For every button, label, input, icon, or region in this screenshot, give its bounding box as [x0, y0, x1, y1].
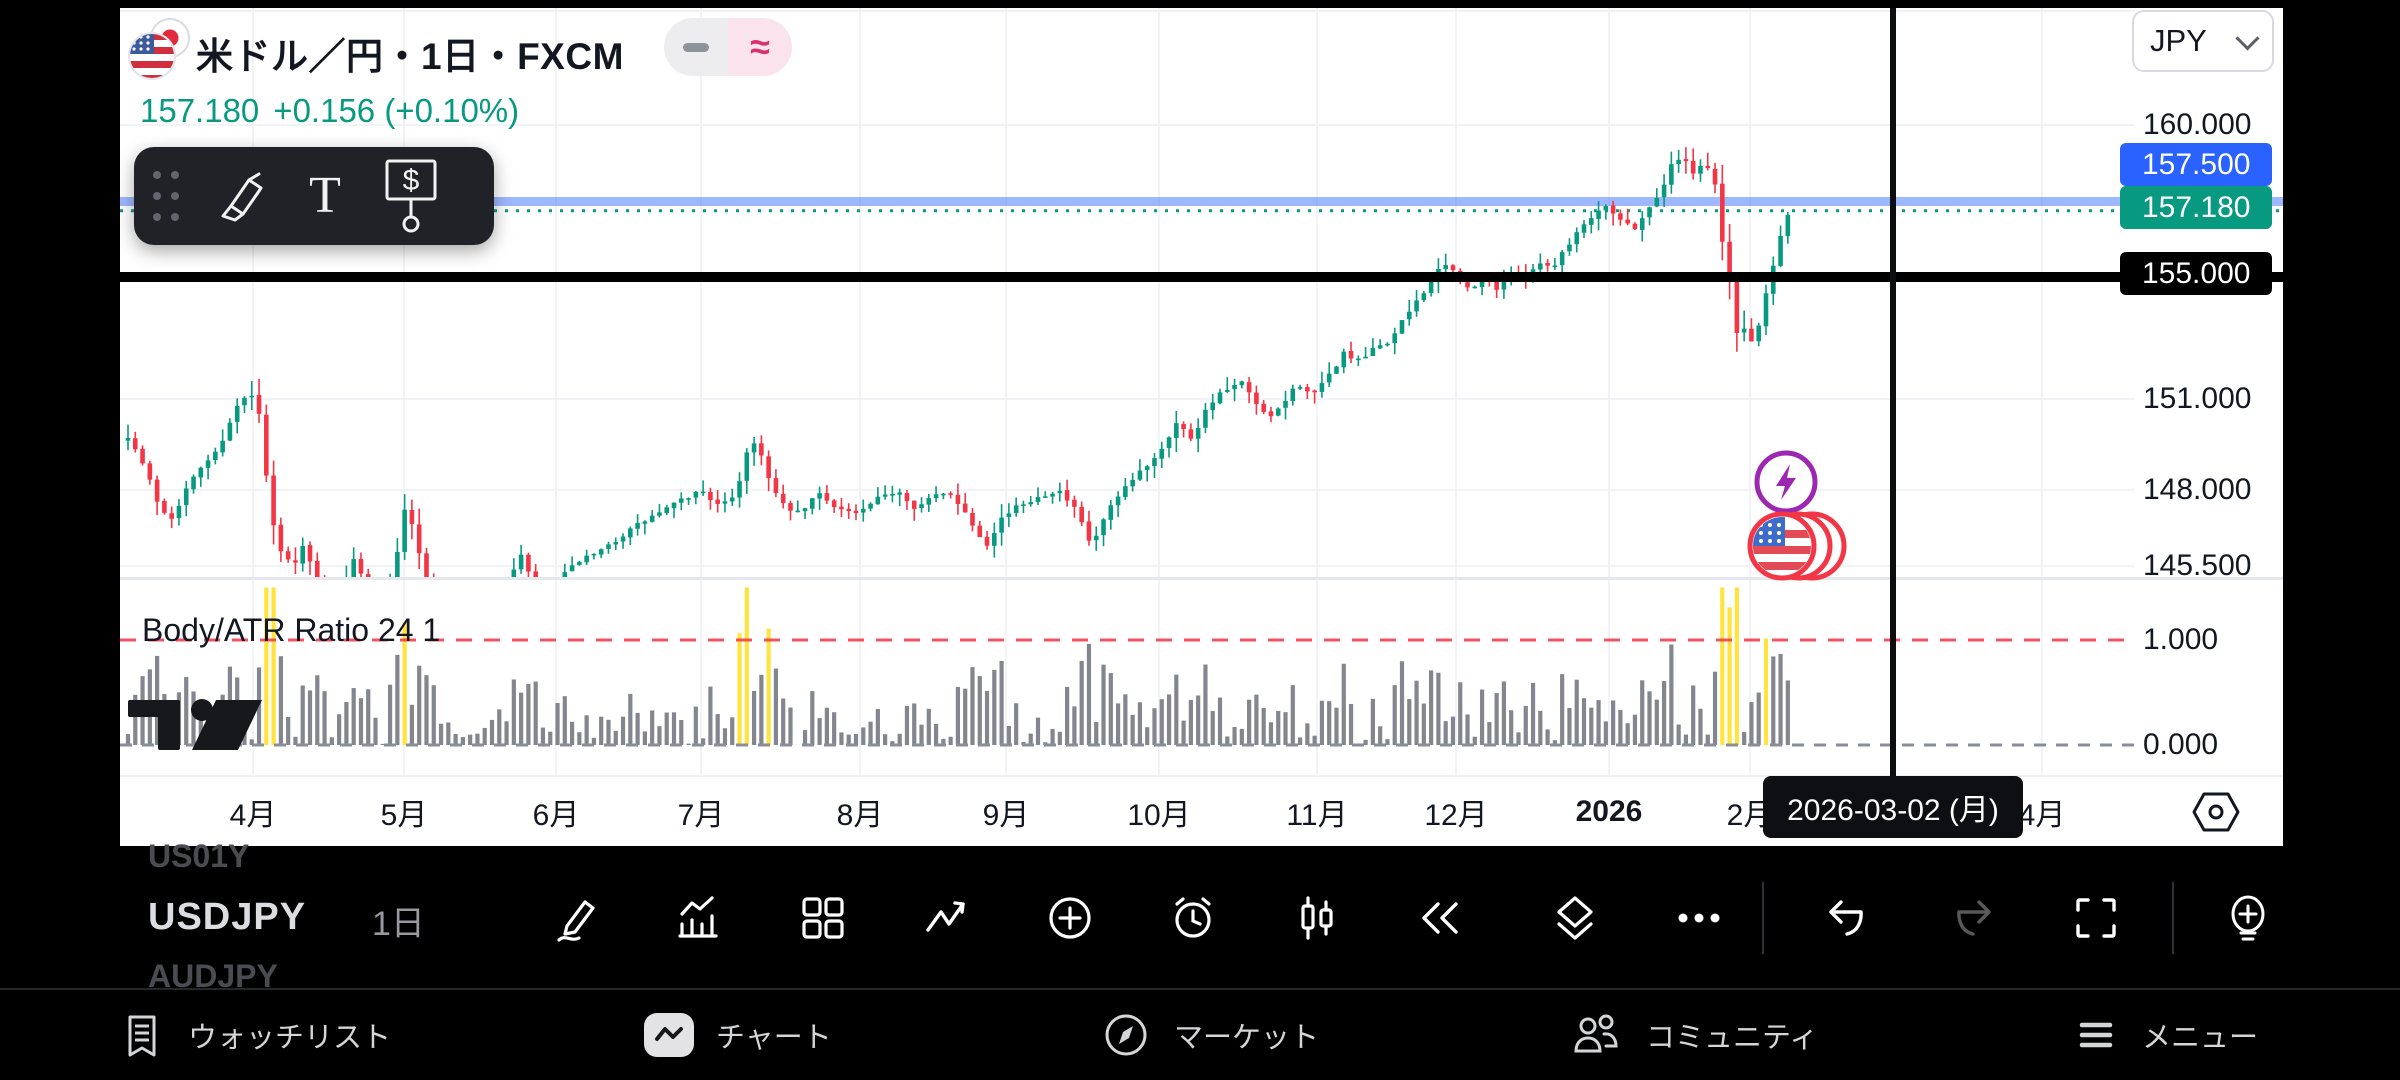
price-axis-label: 145.500 — [2143, 549, 2252, 582]
nav-label: マーケット — [1174, 1022, 1320, 1054]
alert-clock-icon[interactable] — [1165, 890, 1221, 946]
last-price-badge[interactable]: 157.180 — [2120, 186, 2272, 229]
community-icon — [1574, 1014, 1618, 1053]
text-tool-icon[interactable]: T — [309, 167, 341, 224]
toolbar-divider — [2172, 882, 2174, 954]
redo-icon — [1947, 890, 2003, 946]
floating-draw-toolbar[interactable]: T $ — [134, 147, 494, 245]
time-axis-label: 7月 — [677, 799, 725, 832]
time-axis-label: 8月 — [836, 799, 884, 832]
us-economic-events-icon[interactable] — [1744, 506, 1854, 586]
draw-pencil-icon[interactable] — [549, 890, 605, 946]
price-axis-label: 160.000 — [2143, 108, 2252, 141]
candle-style-icon[interactable] — [1289, 890, 1345, 946]
markets-compass-icon — [1105, 1014, 1147, 1056]
time-axis-label: 10月 — [1127, 799, 1191, 832]
nav-divider — [0, 988, 2400, 990]
nav-tab-menu[interactable]: メニュー — [2072, 990, 2258, 1080]
time-axis-label: 11月 — [1286, 799, 1348, 832]
nav-tab-chart[interactable]: チャート — [644, 990, 832, 1080]
flash-event-icon[interactable] — [1750, 446, 1830, 520]
nav-tab-community[interactable]: コミュニティ — [1568, 990, 1818, 1080]
line-style-toggle[interactable]: ≈ — [664, 18, 792, 76]
watchlist-icon — [128, 1015, 156, 1057]
price-axis-label: 151.000 — [2143, 382, 2252, 415]
layers-icon[interactable] — [1547, 890, 1603, 946]
nav-label: メニュー — [2142, 1022, 2259, 1054]
add-circle-icon[interactable] — [1042, 890, 1098, 946]
price-axis-label: 1.000 — [2143, 623, 2219, 656]
nav-label: コミュニティ — [1646, 1022, 1819, 1054]
price-readout: 157.180 +0.156 (+0.10%) — [140, 92, 533, 130]
indicator-title[interactable]: Body/ATR Ratio 24 1 — [142, 612, 441, 648]
price-axis-label: 0.000 — [2143, 728, 2219, 761]
symbol-wheel-selected[interactable]: USDJPY — [148, 896, 307, 938]
currency-selector[interactable]: JPY — [2132, 10, 2274, 72]
marker-pen-icon[interactable] — [196, 147, 282, 245]
indicators-icon[interactable] — [672, 890, 728, 946]
undo-icon[interactable] — [1817, 890, 1873, 946]
interval-button[interactable]: 1日 — [372, 905, 425, 943]
drawings-zigzag-icon[interactable] — [919, 890, 975, 946]
price-axis-label: 148.000 — [2143, 473, 2252, 506]
price-change: +0.156 (+0.10%) — [273, 92, 520, 129]
crosshair-date-tooltip: 2026-03-02 (月) — [1763, 776, 2023, 838]
price-note-icon[interactable]: $ — [368, 147, 454, 245]
time-axis-label: 5月 — [380, 799, 428, 832]
drag-handle-icon[interactable] — [134, 147, 196, 245]
time-axis-label: 12月 — [1424, 799, 1488, 832]
time-axis-label: 4月 — [229, 799, 277, 832]
menu-icon — [2079, 1022, 2113, 1048]
time-axis-label: 9月 — [982, 799, 1030, 832]
chevron-down-icon — [2235, 25, 2260, 51]
time-axis-label: 4月 — [2018, 799, 2066, 832]
line-price-badge[interactable]: 155.000 — [2120, 252, 2272, 295]
fullscreen-icon[interactable] — [2068, 890, 2124, 946]
time-axis-label: 6月 — [532, 799, 580, 832]
more-dots-icon[interactable] — [1671, 890, 1727, 946]
nav-label: ウォッチリスト — [188, 1022, 392, 1054]
nav-label: チャート — [716, 1022, 832, 1054]
last-price: 157.180 — [140, 92, 260, 129]
line-dash-icon[interactable] — [664, 18, 728, 76]
chart-tab-icon — [644, 1013, 694, 1057]
svg-text:$: $ — [403, 164, 420, 197]
tradingview-logo-icon — [128, 699, 262, 750]
nav-tab-markets[interactable]: マーケット — [1100, 990, 1319, 1080]
toolbar-divider — [1762, 882, 1764, 954]
currency-selector-value: JPY — [2150, 23, 2207, 58]
idea-bulb-icon[interactable] — [2220, 890, 2276, 946]
crosshair-vertical-line — [1890, 8, 1896, 776]
symbol-title[interactable]: 米ドル／円・1日・FXCM — [196, 36, 624, 77]
layout-grid-icon[interactable] — [795, 890, 851, 946]
approx-icon[interactable]: ≈ — [728, 18, 792, 76]
time-axis-label: 2026 — [1575, 795, 1643, 828]
symbol-wheel-prev[interactable]: US01Y — [148, 838, 250, 874]
nav-tab-watchlist[interactable]: ウォッチリスト — [118, 990, 391, 1080]
replay-icon[interactable] — [1412, 890, 1468, 946]
symbol-flags-icon — [128, 18, 190, 80]
axis-settings-icon[interactable] — [2188, 786, 2244, 838]
alert-price-badge[interactable]: 157.500 — [2120, 143, 2272, 186]
